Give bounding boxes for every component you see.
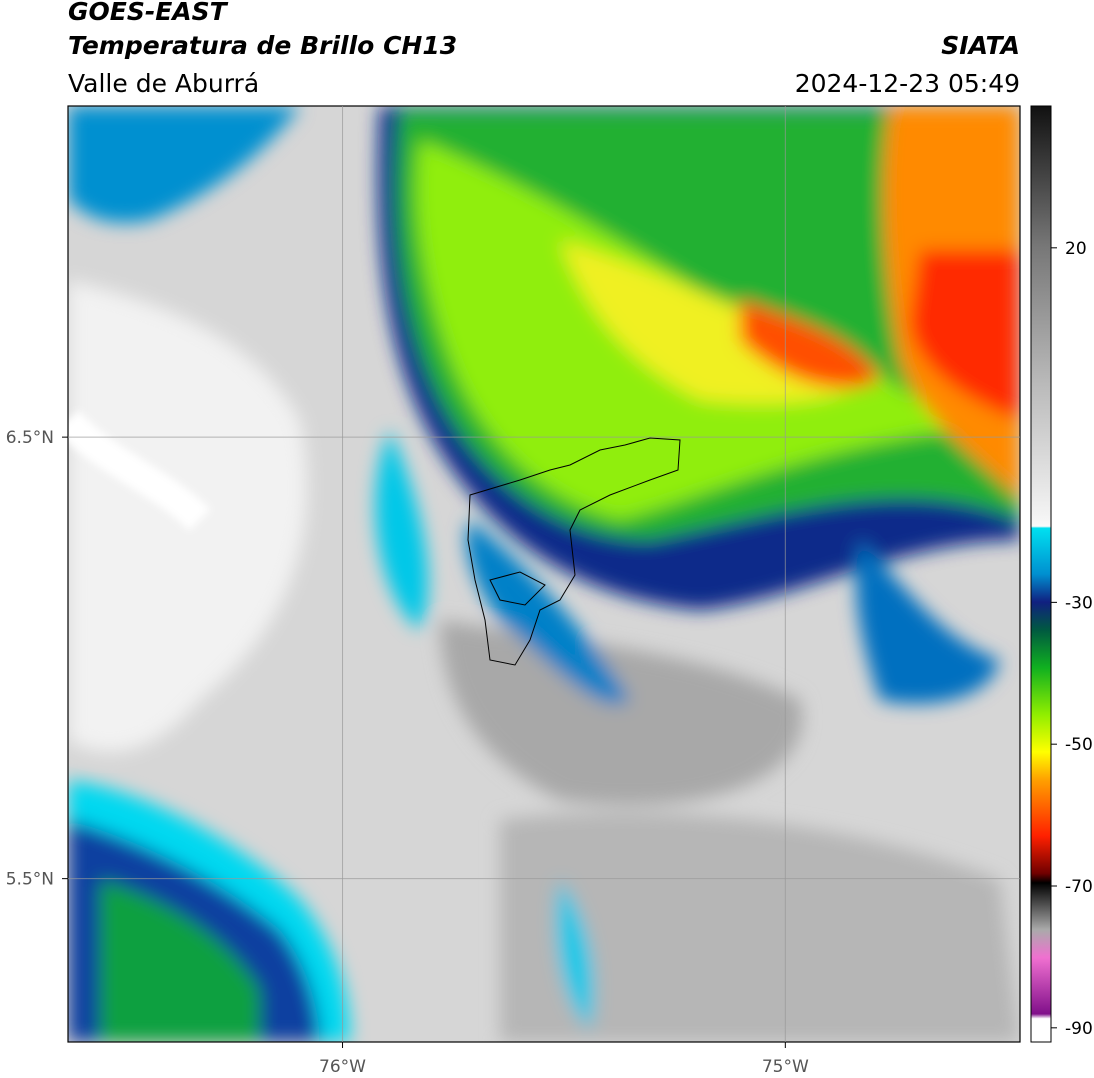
colorbar-label: -90	[1065, 1019, 1093, 1039]
colorbar-label: -50	[1065, 735, 1093, 755]
x-tick-label: 76°W	[319, 1057, 366, 1077]
colorbar-label: 20	[1065, 239, 1087, 259]
colorbar-label: -30	[1065, 593, 1093, 613]
y-tick-label: 6.5°N	[6, 428, 54, 448]
y-tick-label: 5.5°N	[6, 870, 54, 890]
region: Valle de Aburrá	[68, 69, 259, 98]
colorbar	[1030, 105, 1052, 1043]
source: SIATA	[941, 31, 1020, 60]
map-frame	[67, 105, 1021, 1043]
subtitle: Temperatura de Brillo CH13	[68, 31, 457, 60]
satellite-field	[68, 106, 1020, 1042]
timestamp: 2024-12-23 05:49	[795, 69, 1020, 98]
colorbar-label: -70	[1065, 877, 1093, 897]
title: GOES-EAST	[68, 0, 229, 26]
x-tick-label: 75°W	[762, 1057, 809, 1077]
